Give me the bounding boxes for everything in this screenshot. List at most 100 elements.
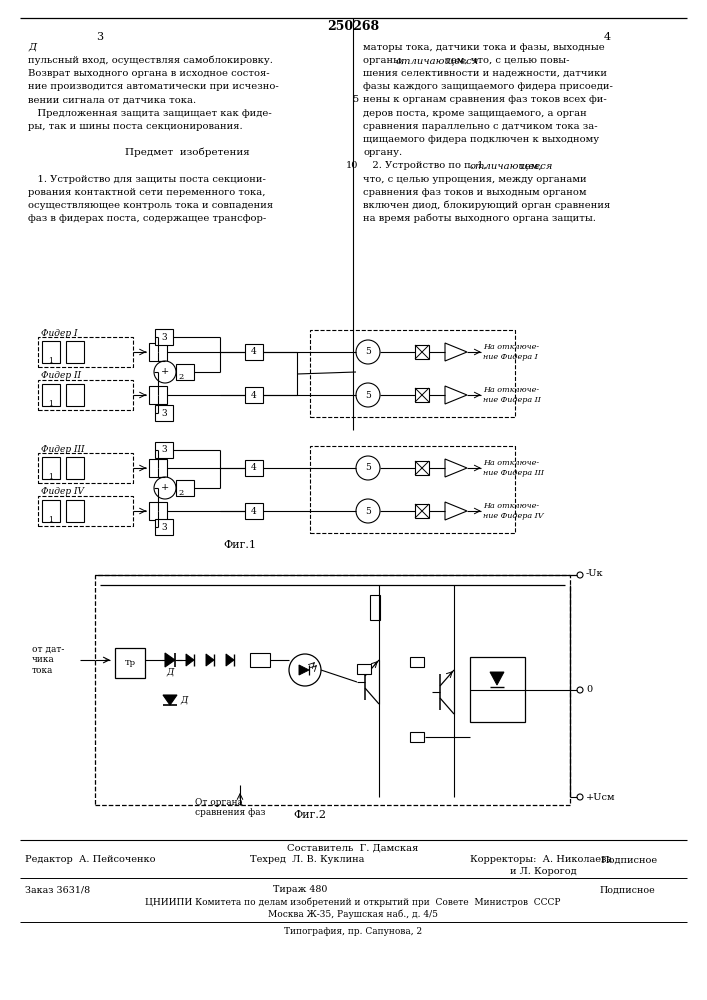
Bar (149, 502, 167, 520)
Text: отличающееся: отличающееся (396, 56, 479, 65)
Bar (42, 384, 60, 406)
Text: пульсный вход, осуществляя самоблокировку.: пульсный вход, осуществляя самоблокировк… (28, 55, 273, 65)
Text: Подписное: Подписное (600, 886, 656, 894)
Bar (415, 345, 429, 359)
Text: Заказ 3631/8: Заказ 3631/8 (25, 886, 90, 894)
Bar (66, 500, 84, 522)
Bar (38, 453, 133, 483)
Text: 5: 5 (365, 464, 371, 473)
Text: маторы тока, датчики тока и фазы, выходные: маторы тока, датчики тока и фазы, выходн… (363, 42, 604, 51)
Bar (310, 330, 515, 417)
Text: +: + (161, 367, 169, 376)
Text: 5: 5 (352, 95, 358, 104)
Text: ЦНИИПИ Комитета по делам изобретений и открытий при  Совете  Министров  СССР: ЦНИИПИ Комитета по делам изобретений и о… (145, 897, 561, 907)
Text: 4: 4 (251, 348, 257, 357)
Text: На отключе-
ние Фидера IV: На отключе- ние Фидера IV (483, 502, 544, 520)
Circle shape (356, 499, 380, 523)
Bar (410, 732, 424, 742)
Text: и Л. Корогод: и Л. Корогод (510, 867, 577, 876)
Text: 3: 3 (161, 522, 167, 532)
Polygon shape (165, 653, 175, 667)
Text: 1: 1 (49, 357, 54, 365)
Text: +Uсм: +Uсм (586, 792, 616, 802)
Circle shape (289, 654, 321, 686)
Bar (42, 341, 60, 363)
Bar (42, 500, 60, 522)
Text: +: + (161, 484, 169, 492)
Text: ние производится автоматически при исчезно-: ние производится автоматически при исчез… (28, 82, 279, 91)
Polygon shape (445, 502, 467, 520)
Bar (357, 664, 371, 674)
Text: Корректоры:  А. Николаева: Корректоры: А. Николаева (470, 856, 612, 864)
Bar (415, 504, 429, 518)
Text: рования контактной сети переменного тока,: рования контактной сети переменного тока… (28, 188, 266, 197)
Text: На отключе-
ние Фидера I: На отключе- ние Фидера I (483, 343, 539, 361)
Text: 1: 1 (49, 400, 54, 408)
Polygon shape (445, 343, 467, 361)
Text: включен диод, блокирующий орган сравнения: включен диод, блокирующий орган сравнени… (363, 201, 610, 210)
Text: 4: 4 (251, 390, 257, 399)
Text: 1. Устройство для защиты поста секциони-: 1. Устройство для защиты поста секциони- (28, 174, 266, 184)
Polygon shape (163, 695, 177, 705)
Bar (66, 457, 84, 479)
Bar (38, 337, 133, 367)
Text: Д: Д (28, 42, 36, 51)
Text: 0: 0 (586, 686, 592, 694)
Text: 2: 2 (178, 373, 183, 381)
Text: Предмет  изобретения: Предмет изобретения (124, 148, 250, 157)
Bar (176, 480, 194, 496)
Text: отличающееся: отличающееся (469, 161, 553, 170)
Bar (250, 653, 270, 667)
Bar (115, 648, 145, 678)
Bar (149, 386, 167, 404)
Bar (155, 442, 173, 458)
Text: Москва Ж-35, Раушская наб., д. 4/5: Москва Ж-35, Раушская наб., д. 4/5 (268, 909, 438, 919)
Text: от дат-
чика
тока: от дат- чика тока (32, 645, 64, 675)
Text: Возврат выходного органа в исходное состоя-: Возврат выходного органа в исходное сост… (28, 69, 269, 78)
Text: 3: 3 (161, 446, 167, 454)
Text: тем, что, с целью повы-: тем, что, с целью повы- (442, 56, 570, 65)
Bar (66, 384, 84, 406)
Text: 1: 1 (49, 473, 54, 481)
Text: 3: 3 (161, 408, 167, 418)
Bar (38, 380, 133, 410)
Bar (410, 657, 424, 667)
Text: Техред  Л. В. Куклина: Техред Л. В. Куклина (250, 856, 364, 864)
Bar (38, 496, 133, 526)
Bar (149, 459, 167, 477)
Text: щищаемого фидера подключен к выходному: щищаемого фидера подключен к выходному (363, 135, 599, 144)
Polygon shape (445, 459, 467, 477)
Text: Составитель  Г. Дамская: Составитель Г. Дамская (287, 844, 419, 852)
Text: Д: Д (166, 668, 174, 676)
Circle shape (356, 340, 380, 364)
Text: Предложенная защита защищает как фиде-: Предложенная защита защищает как фиде- (28, 108, 271, 117)
Bar (176, 364, 194, 380)
Bar (310, 446, 515, 533)
Text: органы,: органы, (363, 56, 407, 65)
Text: Фидер IV: Фидер IV (41, 488, 84, 496)
Text: сравнения параллельно с датчиком тока за-: сравнения параллельно с датчиком тока за… (363, 122, 597, 131)
Text: 5: 5 (365, 506, 371, 516)
Text: 5: 5 (365, 348, 371, 357)
Text: 2: 2 (178, 489, 183, 497)
Text: Тираж 480: Тираж 480 (273, 886, 327, 894)
Circle shape (577, 687, 583, 693)
Text: 3: 3 (96, 32, 103, 42)
Polygon shape (490, 672, 504, 685)
Text: на время работы выходного органа защиты.: на время работы выходного органа защиты. (363, 214, 596, 223)
Bar (155, 405, 173, 421)
Bar (245, 344, 263, 360)
Text: шения селективности и надежности, датчики: шения селективности и надежности, датчик… (363, 69, 607, 78)
Bar (415, 461, 429, 475)
Text: 2. Устройство по п. 1,: 2. Устройство по п. 1, (363, 161, 490, 170)
Text: фаз в фидерах поста, содержащее трансфор-: фаз в фидерах поста, содержащее трансфор… (28, 214, 267, 223)
Circle shape (577, 572, 583, 578)
Text: Фидер I: Фидер I (41, 328, 78, 338)
Text: Фиг.1: Фиг.1 (223, 540, 257, 550)
Text: осуществляющее контроль тока и совпадения: осуществляющее контроль тока и совпадени… (28, 201, 273, 210)
Bar (66, 341, 84, 363)
Bar (245, 387, 263, 403)
Circle shape (154, 477, 176, 499)
Bar (149, 343, 167, 361)
Circle shape (356, 456, 380, 480)
